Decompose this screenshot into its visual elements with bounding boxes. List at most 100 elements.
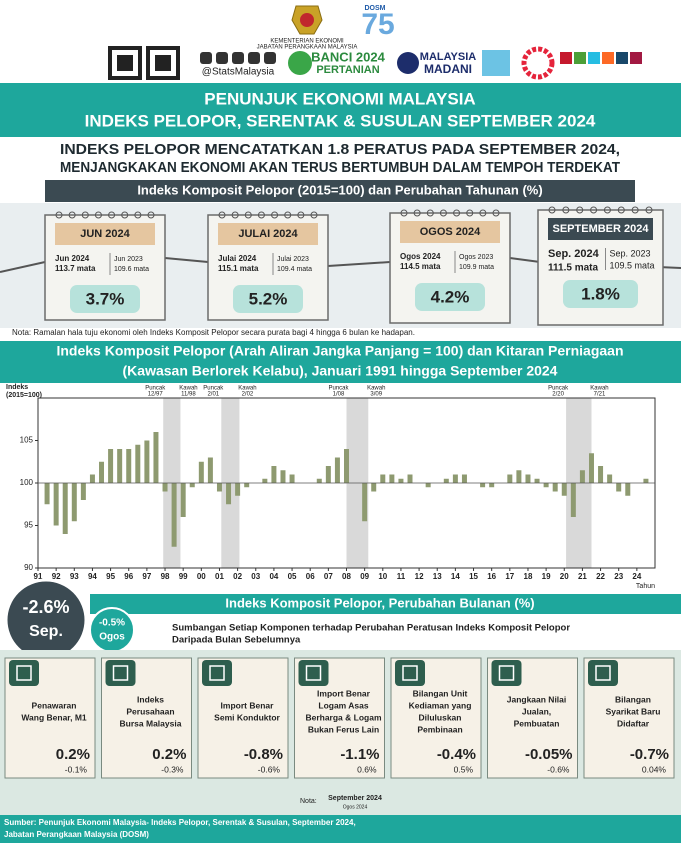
component-label: Jangkaan Nilai [507, 694, 567, 704]
previous-value: 109.5 mata [610, 260, 655, 270]
annual-change: 5.2% [249, 289, 288, 308]
component-previous: -0.6% [547, 764, 570, 774]
x-tick-label: 13 [433, 572, 442, 581]
card-ring [108, 211, 116, 219]
component-label: Import Benar [221, 700, 275, 710]
x-tick-label: 10 [378, 572, 387, 581]
component-label: Bursa Malaysia [120, 718, 182, 728]
social-handle: @StatsMalaysia [202, 67, 275, 78]
peak-date: 2/01 [207, 392, 219, 398]
card-ring [413, 209, 421, 217]
x-tick-label: 96 [124, 572, 133, 581]
component-current: -0.05% [525, 746, 573, 763]
previous-month: Ogos [99, 632, 125, 643]
x-tick-label: 92 [52, 572, 61, 581]
x-tick-label: 05 [288, 572, 297, 581]
y-tick-label: 100 [20, 478, 34, 487]
previous-value: 109.9 mata [459, 264, 494, 271]
ministry: KEMENTERIAN EKONOMI [270, 39, 344, 45]
card-ring [645, 206, 653, 214]
component-icon-glyph [305, 665, 322, 681]
card-ring [492, 209, 500, 217]
change-box [233, 285, 303, 313]
annual-change: 3.7% [86, 289, 125, 308]
monthly-change-badge [4, 578, 88, 662]
component-icon [9, 660, 39, 686]
sdg-icon [588, 52, 600, 64]
x-tick-label: 97 [142, 572, 151, 581]
page-title: INDEKS PELOPOR, SERENTAK & SUSULAN SEPTE… [85, 111, 596, 130]
monthly-heading-band [90, 594, 681, 614]
x-tick-label: 07 [324, 572, 333, 581]
social-icons [200, 52, 276, 64]
component-current: -1.1% [340, 746, 379, 763]
x-tick-label: 19 [542, 572, 551, 581]
component-note-label: Nota: [300, 798, 317, 805]
current-value: 115.1 mata [218, 264, 259, 273]
previous-value: 109.4 mata [277, 266, 312, 273]
trough-date: 3/09 [370, 392, 382, 398]
x-tick-label: 14 [451, 572, 460, 581]
x-tick-label: 95 [106, 572, 115, 581]
peak-date: 12/97 [148, 392, 164, 398]
card-ring [617, 206, 625, 214]
trough-label: Kawah [590, 386, 608, 392]
peak-date: 2/20 [552, 392, 564, 398]
change-box [415, 283, 485, 311]
x-tick-label: 94 [88, 572, 97, 581]
component-icon [395, 660, 425, 686]
change-box [563, 280, 638, 308]
madani-logo [397, 52, 419, 74]
note: Nota: Ramalan hala tuju ekonomi oleh Ind… [12, 328, 415, 337]
previous-label: Ogos 2023 [459, 254, 493, 261]
sdg-icon [602, 52, 614, 64]
component-current: -0.7% [630, 746, 669, 763]
x-tick-label: 16 [487, 572, 496, 581]
previous-label: Jun 2023 [114, 256, 143, 263]
component-label: Indeks [137, 694, 164, 704]
dosm-logo: DOSM [365, 5, 386, 12]
peak-label: Puncak [145, 386, 166, 392]
qr-core [155, 55, 171, 71]
x-tick-label: 99 [179, 572, 188, 581]
previous-label: Sep. 2023 [610, 248, 651, 258]
x-tick-label: 17 [505, 572, 514, 581]
headline: MENJANGKAKAN EKONOMI AKAN TERUS BERTUMBU… [60, 159, 620, 176]
x-tick-label: 18 [524, 572, 533, 581]
sdg-icon [630, 52, 642, 64]
component-label: Jualan, [522, 706, 551, 716]
x-tick-label: 02 [233, 572, 242, 581]
madani-logo-sub: MADANI [424, 62, 472, 76]
peak-label: Puncak [203, 386, 224, 392]
monthly-change: -2.6% [22, 597, 69, 617]
madani-mark [482, 50, 510, 76]
component-label: Wang Benar, M1 [21, 712, 87, 722]
card-ring [310, 211, 318, 219]
card-month: JUN 2024 [80, 228, 130, 240]
previous-change-badge [89, 607, 135, 653]
card-ring [453, 209, 461, 217]
section-heading-band [45, 180, 635, 202]
component-label: Perusahaan [126, 706, 174, 716]
component-previous: -0.1% [65, 764, 88, 774]
x-tick-label: 23 [614, 572, 623, 581]
component-current: 0.2% [152, 746, 186, 763]
card-ribbon [218, 223, 318, 245]
component-label: Didaftar [617, 718, 650, 728]
component-icon [105, 660, 136, 686]
sdg-wheel [521, 46, 555, 80]
current-label: Julai 2024 [218, 254, 257, 263]
component-label: Bilangan [615, 694, 651, 704]
card-ring [81, 211, 89, 219]
card-ring [218, 211, 226, 219]
source: Sumber: Penunjuk Ekonomi Malaysia- Indek… [4, 818, 356, 827]
current-value: 114.5 mata [400, 262, 441, 271]
monthly-heading: Indeks Komposit Pelopor, Perubahan Bulan… [225, 595, 534, 610]
trough-label: Kawah [367, 386, 385, 392]
peak-label: Puncak [328, 386, 349, 392]
current-label: Jun 2024 [55, 254, 90, 263]
chart-title-band [0, 341, 681, 383]
component-label: Penawaran [32, 700, 77, 710]
source: Jabatan Perangkaan Malaysia (DOSM) [4, 830, 149, 839]
